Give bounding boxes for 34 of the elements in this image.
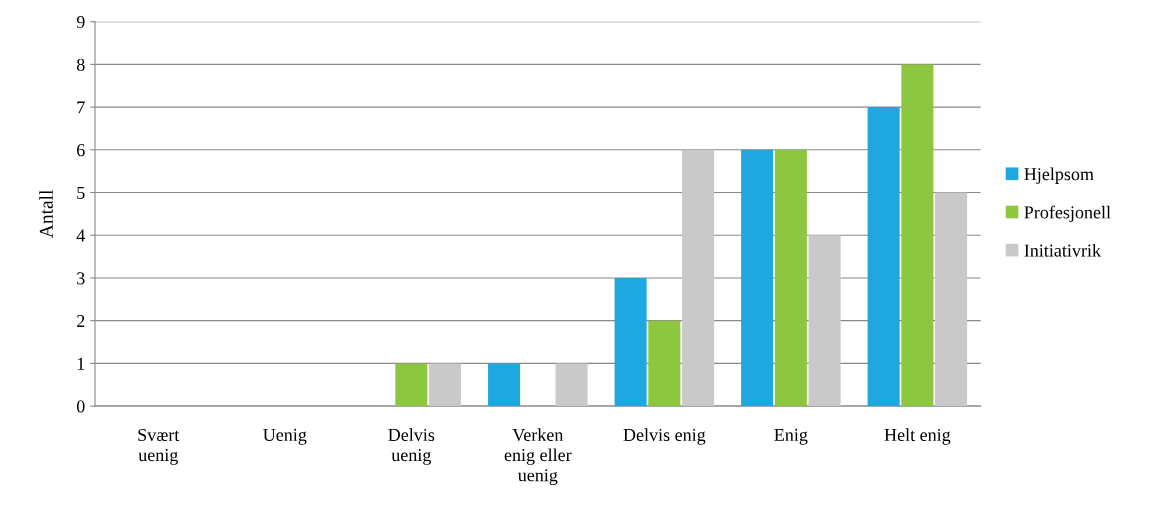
bar bbox=[901, 64, 934, 407]
y-tick-label: 0 bbox=[76, 400, 85, 413]
x-tick-label: Svært uenig bbox=[138, 428, 180, 465]
x-tick-label: Enig bbox=[774, 428, 808, 445]
bar bbox=[555, 363, 588, 407]
bar bbox=[395, 363, 428, 407]
y-tick-label: 4 bbox=[76, 229, 86, 242]
x-tick-label: Verken enig eller uenig bbox=[504, 428, 572, 486]
y-tick-label: 3 bbox=[77, 272, 85, 285]
y-tick-label: 9 bbox=[76, 15, 85, 29]
bar bbox=[808, 235, 841, 407]
bar bbox=[429, 363, 462, 407]
x-tick-label: Delvis enig bbox=[623, 428, 706, 445]
x-tick-label: Uenig bbox=[263, 428, 307, 445]
bar bbox=[741, 149, 774, 407]
bar bbox=[488, 363, 521, 407]
bar bbox=[774, 149, 807, 407]
y-tick-label: 7 bbox=[77, 101, 85, 114]
y-tick-label: 1 bbox=[77, 357, 85, 370]
bar bbox=[935, 192, 968, 407]
x-tick-label: Delvis uenig bbox=[388, 428, 435, 465]
bar bbox=[648, 320, 681, 407]
legend-label: Hjelpsom bbox=[1024, 167, 1094, 184]
x-tick-label: Helt enig bbox=[884, 428, 951, 445]
y-tick-label: 2 bbox=[77, 314, 85, 327]
y-axis-title: Antall bbox=[39, 189, 53, 238]
bar bbox=[867, 107, 900, 407]
legend-label: Initiativrik bbox=[1024, 243, 1102, 257]
y-tick-label: 5 bbox=[77, 186, 85, 199]
y-tick-label: 8 bbox=[76, 58, 85, 71]
bar bbox=[682, 149, 715, 407]
y-tick-label: 6 bbox=[77, 144, 85, 157]
legend-label: Profesjonell bbox=[1024, 205, 1111, 223]
bar bbox=[614, 277, 647, 407]
